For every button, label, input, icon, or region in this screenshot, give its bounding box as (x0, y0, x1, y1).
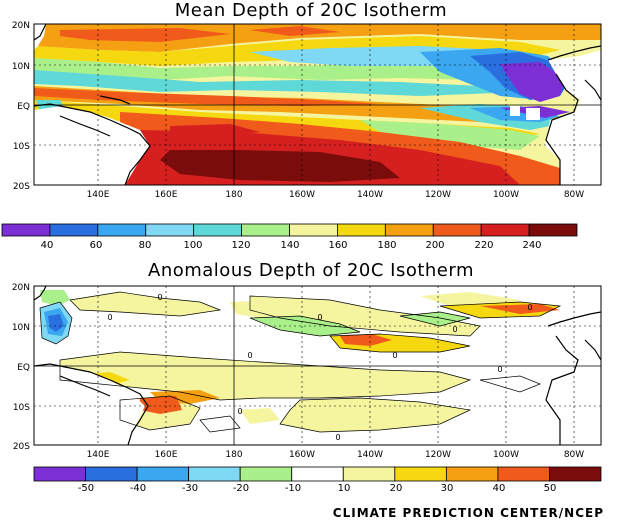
colorbar-label: 160 (328, 240, 347, 251)
lon-label: 120W (425, 190, 451, 200)
anomaly-depth-map: 0 0 0 0 0 0 0 0 0 0 (12, 283, 602, 460)
contour-label: 0 (107, 313, 112, 322)
lat-label: 10N (12, 62, 30, 72)
colorbar-label: 100 (183, 240, 202, 251)
lon-label: 160W (289, 450, 315, 460)
colorbar-label: -40 (130, 483, 146, 494)
mean-depth-title: Mean Depth of 20C Isotherm (174, 0, 448, 21)
colorbar-label: 200 (425, 240, 444, 251)
contour-label: 0 (452, 325, 457, 334)
colorbar-swatch (549, 466, 602, 482)
mean-depth-colorbar: 40 60 80 100 120 140 160 180 200 220 240 (1, 223, 578, 251)
lat-label: 20S (13, 182, 30, 192)
colorbar-swatch (291, 466, 344, 482)
lat-label: 20S (13, 442, 30, 452)
lon-label: 160W (289, 190, 315, 200)
colorbar-swatch (97, 223, 147, 237)
colorbar-swatch (445, 466, 499, 482)
contour-label: 0 (247, 351, 252, 360)
colorbar-label: 40 (493, 483, 506, 494)
colorbar-swatch (1, 223, 51, 237)
colorbar-swatch (188, 466, 241, 482)
colorbar-swatch (480, 223, 530, 237)
colorbar-label: -50 (78, 483, 94, 494)
colorbar-label: -10 (285, 483, 301, 494)
lat-label: EQ (17, 102, 30, 112)
colorbar-swatch (337, 223, 386, 237)
colorbar-label: -20 (233, 483, 249, 494)
lon-label: 140E (87, 450, 110, 460)
lon-label: 160E (155, 190, 178, 200)
colorbar-label: 120 (231, 240, 250, 251)
colorbar-label: 50 (544, 483, 557, 494)
colorbar-swatch (136, 466, 190, 482)
colorbar-label: -30 (182, 483, 198, 494)
contour-label: 0 (157, 293, 162, 302)
credit-text: CLIMATE PREDICTION CENTER/NCEP (332, 506, 604, 520)
colorbar-swatch (241, 223, 290, 237)
colorbar-swatch (33, 466, 86, 482)
lon-label: 80W (564, 450, 584, 460)
contour-label: 0 (317, 313, 322, 322)
colorbar-swatch (342, 466, 396, 482)
lat-label: EQ (17, 363, 30, 373)
lat-label: 10S (13, 403, 30, 413)
colorbar-label: 80 (139, 240, 152, 251)
colorbar-swatch (497, 466, 550, 482)
colorbar-swatch (145, 223, 195, 237)
colorbar-label: 140 (280, 240, 299, 251)
lon-label: 120W (425, 450, 451, 460)
lat-label: 10S (13, 142, 30, 152)
colorbar-swatch (49, 223, 99, 237)
contour-label: 0 (392, 351, 397, 360)
lat-label: 20N (12, 21, 30, 31)
lon-label: 80W (564, 190, 584, 200)
colorbar-swatch (394, 466, 447, 482)
colorbar-label: 180 (377, 240, 396, 251)
colorbar-label: 220 (474, 240, 493, 251)
colorbar-label: 10 (338, 483, 351, 494)
colorbar-swatch (289, 223, 338, 237)
lon-label: 160E (155, 450, 178, 460)
lon-label: 140E (87, 190, 110, 200)
colorbar-label: 240 (522, 240, 541, 251)
colorbar-label: 60 (90, 240, 103, 251)
contour-label: 0 (335, 433, 340, 442)
lon-label: 140W (357, 190, 383, 200)
mean-depth-map: 20N 10N EQ 10S 20S 140E 160E 180 160W 14… (12, 21, 602, 200)
colorbar-label: 40 (41, 240, 54, 251)
colorbar-label: 20 (390, 483, 403, 494)
lon-label: 180 (225, 450, 242, 460)
lon-label: 180 (225, 190, 242, 200)
colorbar-swatch (85, 466, 138, 482)
lat-label: 10N (12, 323, 30, 333)
lon-label: 100W (493, 190, 519, 200)
colorbar-swatch (432, 223, 482, 237)
colorbar-swatch (528, 223, 578, 237)
colorbar-swatch (193, 223, 242, 237)
lon-label: 100W (493, 450, 519, 460)
colorbar-label: 30 (441, 483, 454, 494)
contour-label: 0 (497, 365, 502, 374)
colorbar-swatch (384, 223, 434, 237)
lon-label: 140W (357, 450, 383, 460)
anomaly-depth-colorbar: -50 -40 -30 -20 -10 10 20 30 40 50 (33, 466, 602, 494)
colorbar-swatch (239, 466, 293, 482)
contour-label: 0 (237, 407, 242, 416)
lat-label: 20N (12, 283, 30, 293)
contour-label: 0 (527, 303, 532, 312)
anomalous-depth-title: Anomalous Depth of 20C Isotherm (148, 260, 474, 281)
